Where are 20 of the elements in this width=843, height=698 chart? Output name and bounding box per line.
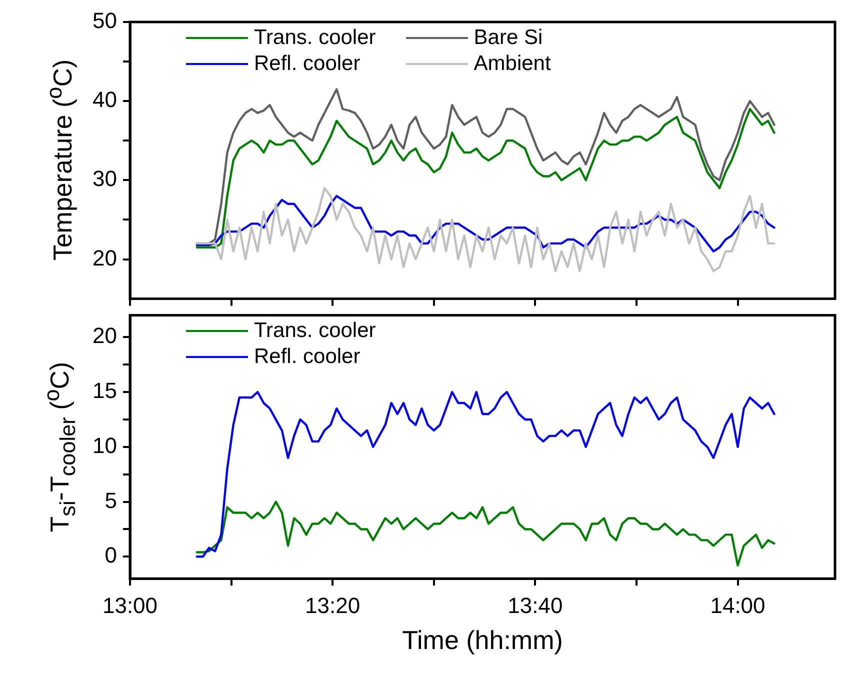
x-tick-label: 13:00	[102, 592, 158, 618]
legend-label: Ambient	[474, 52, 551, 76]
y-tick-label: 5	[104, 488, 117, 513]
x-tick-label: 13:40	[508, 592, 563, 618]
y-tick-label: 10	[92, 432, 117, 458]
legend-label: Trans. cooler	[254, 319, 376, 344]
y-tick-label: 15	[92, 378, 117, 404]
y-tick-label: 50	[92, 8, 117, 34]
legend-label: Bare Si	[474, 26, 543, 50]
y-tick-label: 20	[92, 245, 117, 270]
legend-label: Refl. cooler	[254, 52, 360, 76]
x-tick-label: 13:20	[305, 592, 360, 618]
legend-label: Refl. cooler	[254, 345, 360, 370]
y-tick-label: 30	[92, 166, 117, 192]
x-axis-title: Time (hh:mm)	[402, 624, 563, 656]
legend-label: Trans. cooler	[254, 26, 376, 50]
y-tick-label: 0	[104, 542, 117, 568]
y-tick-label: 40	[92, 87, 117, 112]
y-tick-label: 20	[92, 323, 117, 348]
x-tick-label: 14:00	[710, 592, 766, 618]
